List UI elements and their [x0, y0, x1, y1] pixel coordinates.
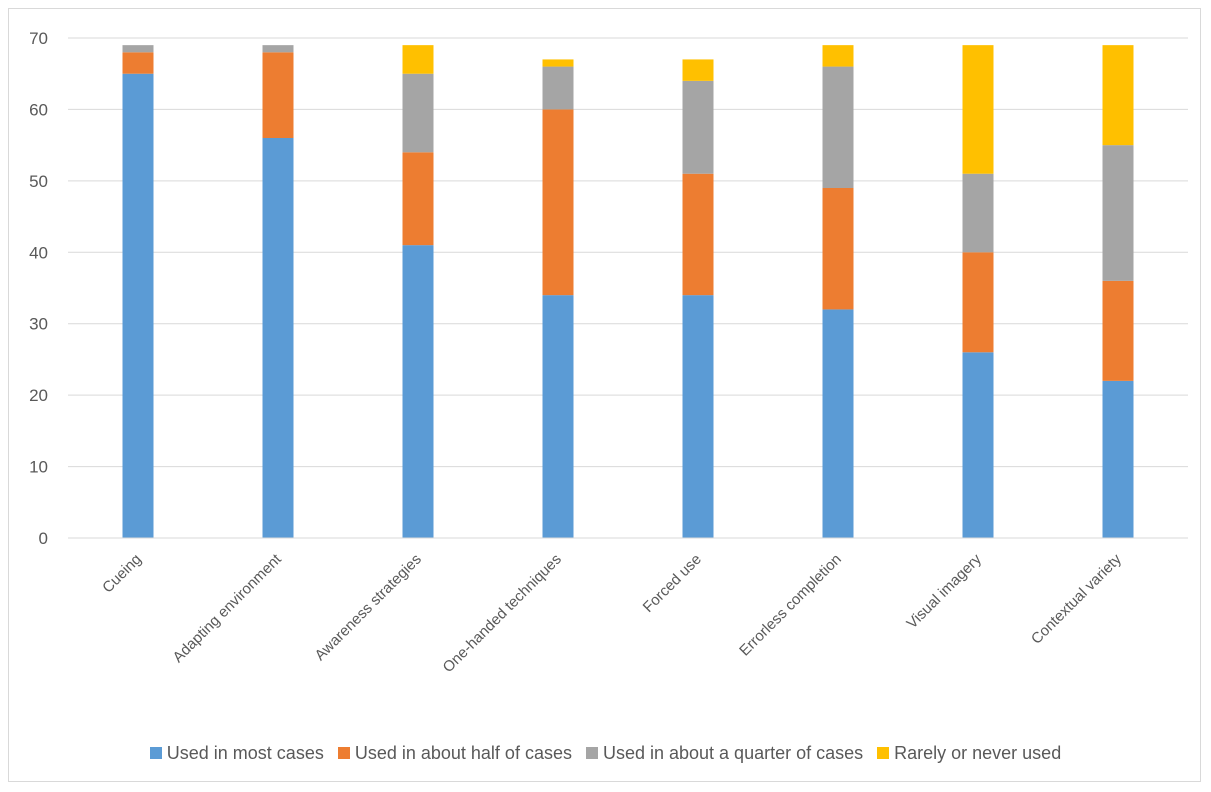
category-label: Contextual variety [1028, 550, 1125, 647]
legend: Used in most cases Used in about half of … [0, 740, 1211, 766]
category-labels: Cueing Adapting environment Awareness stra… [99, 550, 1125, 676]
y-tick-label: 50 [29, 172, 48, 191]
category-label: Adapting environment [170, 550, 286, 666]
bars [122, 45, 1134, 538]
bar-segment [962, 173, 994, 253]
legend-swatch [337, 747, 350, 759]
bar-segment [402, 245, 434, 538]
category-label: Visual imagery [903, 550, 985, 632]
y-tick-label: 20 [29, 386, 48, 405]
bar-segment [962, 45, 994, 174]
bar-segment [542, 59, 574, 67]
bar-segment [542, 66, 574, 110]
bar-segment [1102, 380, 1134, 538]
category-label: One-handed techniques [440, 551, 565, 676]
bar-segment [542, 109, 574, 296]
bar-segment [262, 45, 294, 53]
legend-item: Used in about a quarter of cases [585, 742, 864, 764]
legend-swatch [877, 747, 890, 759]
bar-segment [682, 173, 714, 296]
bar-segment [822, 188, 854, 310]
legend-item: Used in most cases [149, 742, 324, 764]
bar-segment [1102, 280, 1134, 381]
legend-swatch [585, 747, 598, 759]
bar-segment [402, 45, 434, 74]
category-label: Forced use [640, 551, 705, 616]
bar-segment [402, 152, 434, 246]
bar-segment [682, 295, 714, 538]
gridlines [68, 37, 1188, 468]
y-tick-label: 30 [29, 315, 48, 334]
legend-label: Rarely or never used [894, 742, 1062, 763]
y-axis-ticks: 0 10 20 30 40 50 60 70 [29, 29, 48, 548]
bar-segment [262, 52, 294, 138]
bar-segment [1102, 145, 1134, 281]
bar-segment [682, 59, 714, 81]
bar-segment [682, 80, 714, 174]
bar-segment [262, 138, 294, 538]
bar-segment [122, 52, 154, 74]
bar-segment [122, 73, 154, 538]
legend-item: Used in about half of cases [337, 742, 572, 764]
bar-segment [822, 45, 854, 67]
y-tick-label: 0 [39, 529, 48, 548]
y-tick-label: 10 [29, 458, 48, 477]
bar-segment [542, 295, 574, 538]
bar-segment [1102, 45, 1134, 146]
legend-label: Used in about half of cases [354, 742, 572, 763]
bar-segment [822, 66, 854, 188]
bar-segment [822, 309, 854, 538]
y-tick-label: 60 [29, 100, 48, 119]
legend-item: Rarely or never used [877, 743, 1061, 764]
category-label: Cueing [99, 551, 145, 597]
bar-segment [962, 352, 994, 538]
category-label: Awareness strategies [312, 551, 425, 664]
category-label: Errorless completion [736, 551, 845, 660]
y-tick-label: 70 [29, 29, 48, 48]
legend-label: Used in about a quarter of cases [602, 742, 864, 763]
bar-segment [122, 45, 154, 53]
bar-segment [402, 73, 434, 153]
legend-swatch [149, 747, 162, 759]
legend-label: Used in most cases [166, 742, 324, 763]
bar-segment [962, 252, 994, 353]
y-tick-label: 40 [29, 243, 48, 262]
